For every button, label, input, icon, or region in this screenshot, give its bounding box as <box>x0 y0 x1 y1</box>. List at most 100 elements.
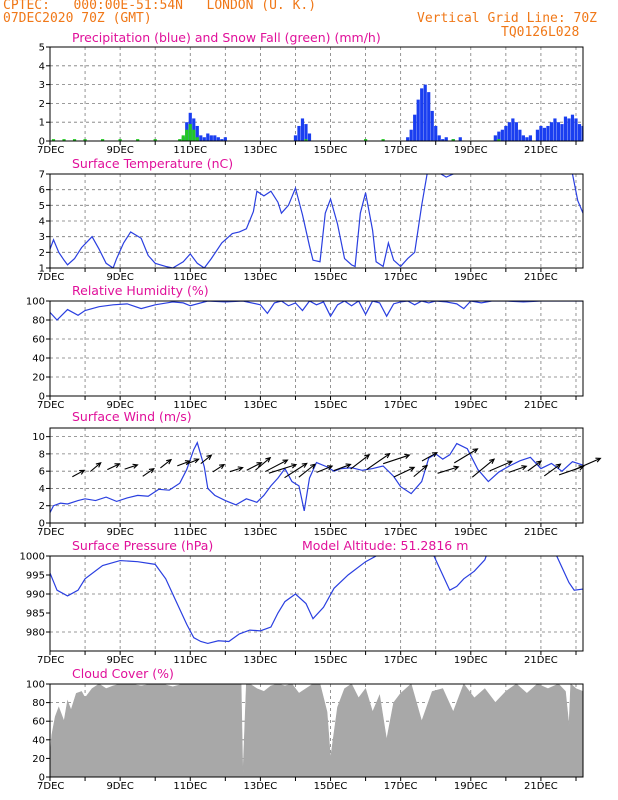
y-tick-label: 3 <box>39 232 45 243</box>
x-tick-label: 13DEC <box>244 655 278 666</box>
wind-arrow <box>107 463 121 471</box>
wind-arrow <box>265 459 289 473</box>
precip-bar <box>528 135 533 141</box>
precip-bar <box>300 118 305 141</box>
x-tick-label: 17DEC <box>384 145 418 156</box>
panel-title: Relative Humidity (%) <box>72 283 209 298</box>
snow-bar <box>304 139 308 141</box>
panel-title: Surface Temperature (nC) <box>72 156 233 171</box>
snow-bar <box>100 139 105 141</box>
x-tick-label: 15DEC <box>314 655 348 666</box>
x-tick-label: 7DEC <box>37 400 64 411</box>
x-tick-label: 9DEC <box>106 527 133 538</box>
precip-bar <box>427 92 431 141</box>
wind-arrow <box>333 463 352 472</box>
precip-bar <box>570 114 575 141</box>
precip-bar <box>577 124 582 141</box>
x-tick-label: 11DEC <box>173 527 207 538</box>
panel-title: Surface Wind (m/s) <box>72 409 192 424</box>
precip-bar <box>539 125 543 141</box>
x-tick-label: 17DEC <box>384 527 418 538</box>
x-tick-label: 17DEC <box>384 272 418 283</box>
precip-bar <box>518 129 522 141</box>
y-tick-label: 0 <box>39 519 45 530</box>
snow-bar <box>188 124 192 141</box>
y-tick-label: 8 <box>39 449 45 460</box>
wind-arrow <box>489 460 514 472</box>
wind-arrow <box>124 463 139 470</box>
wind-arrow <box>437 465 460 474</box>
panel-frame <box>49 300 584 397</box>
snow-bar <box>62 139 66 141</box>
y-tick-label: 2 <box>39 248 45 259</box>
precip-bar <box>525 137 529 141</box>
wind-arrow <box>72 469 86 478</box>
precip-bar <box>588 117 591 141</box>
wind-arrow <box>298 463 317 478</box>
x-tick-label: 13DEC <box>244 781 278 792</box>
wind-arrow <box>413 464 429 478</box>
header-location: CPTEC: 000:00E-51:54N LONDON (U. K.) <box>3 0 317 13</box>
x-tick-label: 13DEC <box>244 145 278 156</box>
x-tick-label: 11DEC <box>173 272 207 283</box>
wind-arrow <box>350 454 371 470</box>
y-tick-label: 4 <box>39 217 45 228</box>
precip-bar <box>549 122 554 141</box>
model-altitude: Model Altitude: 51.2816 m <box>302 538 468 553</box>
precip-bar <box>409 129 413 141</box>
x-tick-label: 19DEC <box>454 527 488 538</box>
x-tick-label: 21DEC <box>524 272 558 283</box>
header-run-date: 07DEC2020 70Z (GMT) <box>3 11 152 26</box>
precip-bar <box>504 125 508 141</box>
wind-arrow <box>255 456 272 471</box>
y-tick-label: 5 <box>39 201 45 212</box>
x-tick-label: 11DEC <box>173 781 207 792</box>
precip-bar <box>542 127 547 141</box>
y-tick-label: 995 <box>26 571 45 582</box>
cloud-cover-area <box>50 684 583 777</box>
wind-arrow <box>316 465 334 473</box>
wind-arrow <box>212 463 226 473</box>
precip-bar <box>556 122 561 141</box>
y-tick-label: 3 <box>39 80 45 91</box>
x-tick-label: 13DEC <box>244 400 278 411</box>
panel-title: Surface Pressure (hPa) <box>72 538 213 553</box>
snow-bar <box>381 139 385 141</box>
x-tick-label: 15DEC <box>314 527 348 538</box>
x-tick-label: 19DEC <box>454 655 488 666</box>
snow-bar <box>195 137 199 141</box>
wind-arrow <box>90 461 102 472</box>
precip-bar <box>437 135 441 141</box>
precip-bar <box>560 124 564 141</box>
y-tick-label: 0 <box>39 137 45 148</box>
snow-bar <box>83 139 87 141</box>
precip-bar <box>500 129 504 141</box>
y-tick-label: 10 <box>32 432 45 443</box>
precip-bar <box>199 135 203 141</box>
temperature-line <box>50 174 583 268</box>
y-tick-label: 0 <box>39 773 45 784</box>
precip-bar <box>293 135 298 141</box>
precip-bars <box>51 84 591 141</box>
precip-bar <box>209 135 213 141</box>
precip-bar <box>514 122 518 141</box>
x-tick-label: 19DEC <box>454 272 488 283</box>
y-tick-label: 985 <box>26 609 45 620</box>
snow-bar <box>497 139 501 141</box>
snow-bar <box>178 139 182 141</box>
wind-arrow <box>574 457 602 471</box>
x-tick-label: 13DEC <box>244 527 278 538</box>
precip-bar <box>458 137 462 141</box>
y-tick-label: 2 <box>39 99 45 110</box>
precip-bar <box>585 122 588 141</box>
precip-bar <box>420 88 424 141</box>
x-tick-label: 17DEC <box>384 655 418 666</box>
x-tick-label: 15DEC <box>314 400 348 411</box>
precip-bar <box>553 118 557 141</box>
precip-bar <box>406 137 410 141</box>
panel-frame <box>49 427 584 524</box>
y-tick-label: 80 <box>32 698 45 709</box>
x-tick-label: 15DEC <box>314 781 348 792</box>
x-tick-label: 7DEC <box>37 527 64 538</box>
precip-bar <box>413 114 417 141</box>
